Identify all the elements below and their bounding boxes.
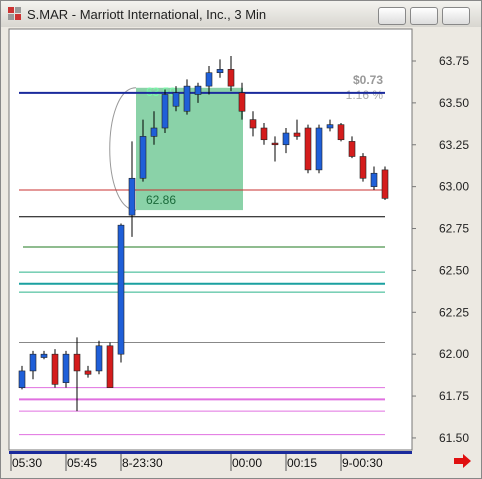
candle-body [139, 136, 147, 179]
candle-body [51, 353, 59, 385]
x-tick-label: 00:00 [232, 456, 262, 470]
candle-body [337, 124, 345, 141]
y-tick-label: 63.25 [439, 138, 469, 152]
window-title: S.MAR - Marriott International, Inc., 3 … [27, 7, 267, 22]
y-tick-label: 62.00 [439, 347, 469, 361]
minimize-button[interactable] [378, 7, 406, 25]
candle-body [238, 92, 246, 112]
candle-body [73, 353, 81, 372]
candle-body [260, 127, 268, 141]
x-tick-label: 05:30 [12, 456, 42, 470]
x-tick-label: 00:15 [287, 456, 317, 470]
maximize-button[interactable] [410, 7, 438, 25]
candle-body [40, 353, 48, 358]
y-tick-label: 62.25 [439, 305, 469, 319]
app-icon [8, 7, 21, 20]
candle-body [249, 119, 257, 129]
candle-body [326, 124, 334, 129]
candle-body [370, 172, 378, 187]
candle-body [271, 142, 279, 146]
y-tick-label: 63.00 [439, 180, 469, 194]
candle-body [315, 127, 323, 171]
close-button[interactable] [442, 7, 470, 25]
candle-body [381, 169, 389, 199]
candle-body [62, 353, 70, 383]
measure-high-label: 63.59 [146, 85, 176, 99]
candle-body [95, 345, 103, 372]
candle-body [227, 69, 235, 87]
x-tick-label: 05:45 [67, 456, 97, 470]
y-tick-label: 62.75 [439, 222, 469, 236]
y-tick-label: 62.50 [439, 263, 469, 277]
measure-low-label: 62.86 [146, 193, 176, 207]
candle-body [205, 72, 213, 87]
candle-body [293, 132, 301, 137]
candle-body [282, 132, 290, 146]
chart: 63.75 63.50 63.25 63.00 62.75 62.50 62.25 62.00… [8, 28, 471, 471]
candle-body [29, 353, 37, 372]
candle-body [106, 345, 114, 388]
scroll-arrow[interactable] [454, 454, 471, 468]
candle-body [183, 85, 191, 112]
candle-body [348, 141, 356, 157]
candle-body [161, 94, 169, 129]
x-tick-label: 9-00:30 [342, 456, 383, 470]
y-tick-label: 61.75 [439, 389, 469, 403]
candle-body [128, 177, 136, 216]
title-bar: S.MAR - Marriott International, Inc., 3 … [1, 1, 481, 27]
measure-percent: 1.16 % [346, 88, 384, 102]
candle-body [359, 156, 367, 179]
x-tick-label: 8-23:30 [122, 456, 163, 470]
candle-body [18, 370, 26, 388]
candle-body [172, 92, 180, 107]
candle-body [216, 69, 224, 74]
time-axis-bar [9, 451, 412, 454]
candle-body [304, 127, 312, 171]
candle-body [150, 127, 158, 137]
candle-body [84, 370, 92, 375]
candle-body [117, 224, 125, 355]
y-tick-label: 61.50 [439, 431, 469, 445]
candle-body [194, 85, 202, 95]
y-tick-label: 63.50 [439, 96, 469, 110]
measure-change: $0.73 [353, 73, 383, 87]
y-tick-label: 63.75 [439, 54, 469, 68]
